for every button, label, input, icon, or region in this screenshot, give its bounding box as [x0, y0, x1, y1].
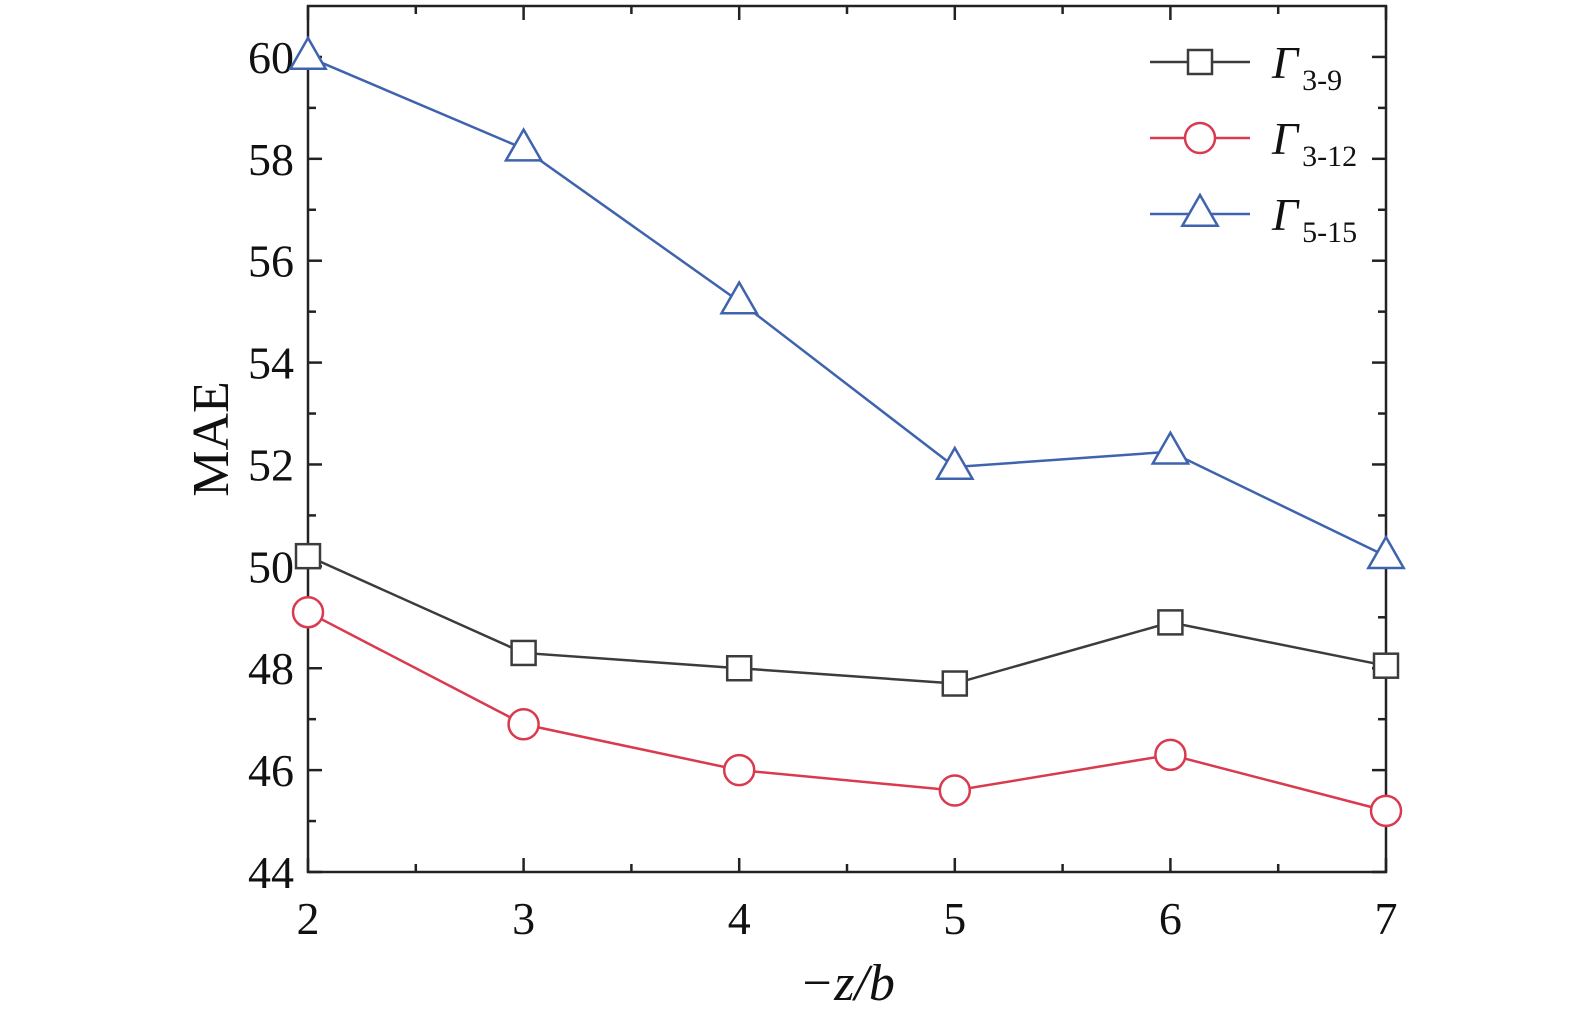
y-tick-label: 58 — [248, 134, 294, 185]
legend-label: Γ 3-12 — [1271, 113, 1357, 173]
series-3-12 — [291, 595, 1403, 828]
data-point — [294, 542, 322, 570]
legend-subscript: 3-9 — [1302, 64, 1342, 97]
legend-marker — [1186, 48, 1214, 76]
series-5-15 — [288, 35, 1406, 570]
legend-entry: Γ 5-15 — [1150, 189, 1357, 249]
y-tick-label: 44 — [248, 847, 294, 898]
data-point — [503, 127, 544, 162]
data-point — [722, 753, 756, 787]
x-tick-label: 3 — [512, 893, 535, 944]
x-tick-label: 6 — [1159, 893, 1182, 944]
y-tick-label: 60 — [248, 32, 294, 83]
data-point — [1366, 534, 1406, 570]
x-tick-label: 7 — [1375, 893, 1398, 944]
y-tick-label: 52 — [248, 439, 294, 490]
data-point — [934, 445, 975, 481]
data-point — [938, 774, 972, 807]
data-point — [1154, 738, 1187, 772]
y-axis-label: MAE — [183, 381, 240, 497]
data-point — [507, 708, 540, 741]
series-line — [307, 555, 1387, 685]
series-layer — [288, 35, 1406, 828]
y-tick-label: 56 — [248, 236, 294, 287]
legend-label: Γ 5-15 — [1271, 189, 1357, 249]
legend: Γ 3-9 Γ 3-12 Γ 5-15 — [1150, 37, 1357, 249]
x-tick-label: 5 — [943, 893, 966, 944]
legend-entry: Γ 3-9 — [1150, 37, 1342, 97]
legend-label: Γ 3-9 — [1271, 37, 1342, 97]
legend-marker — [1180, 192, 1220, 228]
data-point — [291, 595, 325, 629]
data-point — [1372, 652, 1400, 679]
data-point — [288, 35, 328, 70]
plot-frame — [306, 4, 1388, 874]
data-point — [1157, 609, 1184, 636]
y-tick-label: 54 — [248, 338, 294, 389]
x-axis-label: −z/b — [799, 955, 895, 1012]
data-point — [1369, 794, 1403, 828]
legend-entry: Γ 3-12 — [1150, 113, 1357, 173]
x-tick-label: 4 — [728, 893, 751, 944]
legend-subscript: 5-15 — [1302, 216, 1357, 249]
legend-subscript: 3-12 — [1302, 140, 1357, 173]
legend-marker — [1183, 121, 1217, 155]
series-line — [307, 55, 1387, 558]
x-tick-label: 2 — [297, 893, 320, 944]
series-line — [307, 611, 1387, 813]
y-tick-label: 50 — [248, 541, 294, 592]
series-3-9 — [294, 542, 1400, 697]
data-point — [725, 654, 753, 682]
data-point — [510, 639, 537, 667]
data-point — [719, 279, 760, 315]
data-point — [1150, 430, 1191, 465]
y-tick-label: 48 — [248, 643, 294, 694]
y-tick-label: 46 — [248, 745, 294, 796]
data-point — [941, 670, 969, 697]
